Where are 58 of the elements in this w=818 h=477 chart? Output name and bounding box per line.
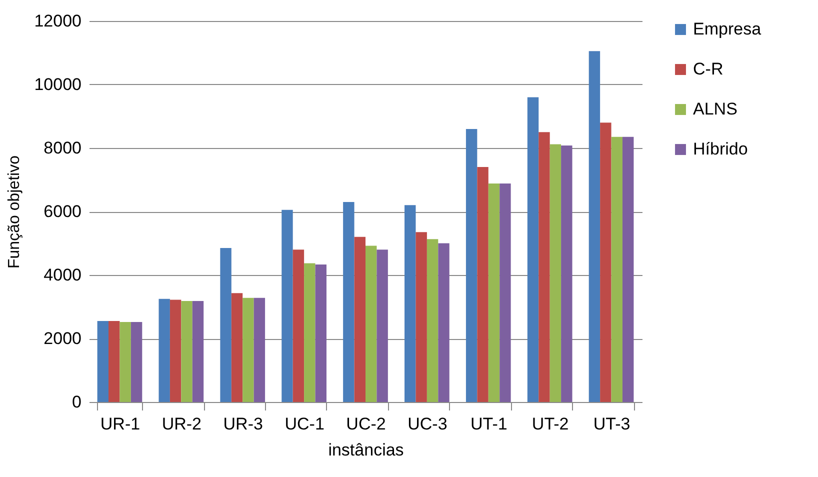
y-tick-label: 10000 <box>34 75 82 94</box>
y-tick-label: 6000 <box>44 202 82 221</box>
bar <box>438 243 450 402</box>
bar <box>97 321 109 402</box>
bar <box>120 322 131 402</box>
bar <box>254 298 266 402</box>
bar <box>304 263 316 402</box>
legend-label: C-R <box>693 60 724 78</box>
bar <box>376 250 388 402</box>
bar <box>416 232 427 402</box>
bar <box>242 298 254 402</box>
bar <box>538 132 550 402</box>
x-axis-title: instâncias <box>328 440 404 460</box>
x-tick-label: UR-1 <box>100 414 140 434</box>
legend-label: Empresa <box>693 20 762 38</box>
y-tick-label: 2000 <box>44 329 82 348</box>
y-tick-label: 12000 <box>34 12 82 30</box>
bar <box>477 167 488 402</box>
bar <box>404 205 416 402</box>
y-axis-title: Função objetivo <box>6 155 24 268</box>
x-tick-label: UT-2 <box>532 414 569 434</box>
bar <box>588 51 600 402</box>
y-tick-label: 8000 <box>44 138 82 158</box>
bar <box>500 184 511 402</box>
x-tick-label: UT-3 <box>593 414 630 434</box>
x-tick-label: UC-1 <box>284 414 324 434</box>
bar <box>488 184 500 402</box>
y-tick-label: 4000 <box>44 266 82 284</box>
bar <box>315 264 326 402</box>
legend-label: ALNS <box>693 100 738 118</box>
bar <box>550 144 562 402</box>
bar <box>466 128 478 402</box>
x-tick-label: UR-3 <box>223 414 263 434</box>
x-tick-label: UC-3 <box>408 414 448 434</box>
bar <box>158 298 170 402</box>
bar <box>354 236 366 402</box>
bar <box>108 321 120 402</box>
bar <box>181 301 192 402</box>
bar <box>192 301 204 402</box>
y-tick-label: 0 <box>72 392 82 412</box>
x-tick-label: UR-2 <box>162 414 202 434</box>
bar <box>292 250 304 402</box>
bar <box>282 210 293 402</box>
bar <box>366 246 377 402</box>
bar <box>611 136 622 402</box>
bar <box>622 136 634 402</box>
bar <box>600 122 612 402</box>
x-tick-label: UC-2 <box>346 414 386 434</box>
bar <box>220 248 232 402</box>
bar <box>343 202 354 402</box>
legend-label: Híbrido <box>693 140 748 158</box>
bar <box>130 322 142 402</box>
x-tick-label: UT-1 <box>470 414 508 434</box>
bar <box>426 239 438 402</box>
bar <box>527 97 539 402</box>
bar <box>231 293 243 402</box>
bar <box>170 300 182 402</box>
bar <box>561 145 572 402</box>
